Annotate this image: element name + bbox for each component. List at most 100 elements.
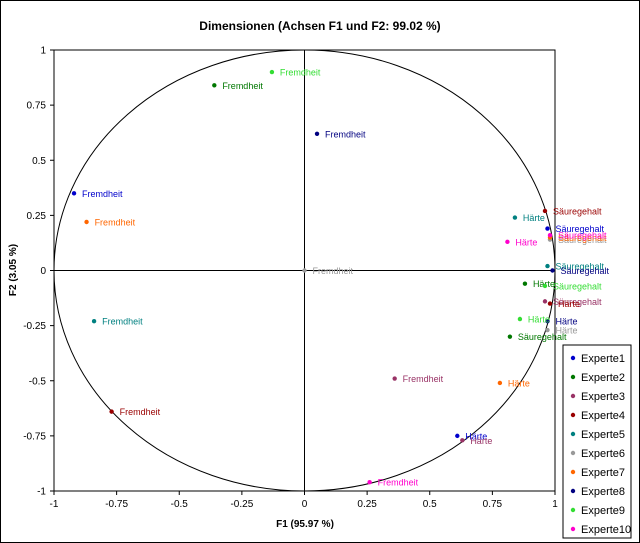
data-point (550, 268, 555, 273)
legend-entry: Experte9 (581, 505, 625, 517)
plot-area: -1 -0.75 -0.5 -0.25 0 0.25 0.5 0.75 1 -1 -0.75 -0.5… (23, 46, 609, 511)
data-point (505, 239, 510, 245)
y-tick-label: -1 (37, 487, 46, 498)
data-point (547, 233, 553, 238)
legend-entry: Experte8 (581, 486, 625, 498)
data-point (212, 83, 217, 88)
data-point (522, 281, 528, 286)
data-point-label: Fremdheit (378, 478, 419, 488)
data-point-label: Härte (470, 436, 492, 446)
legend-marker (570, 393, 576, 399)
data-point-label: Säuregehalt (553, 281, 602, 291)
data-point (542, 299, 548, 304)
data-point (91, 319, 97, 324)
data-point (497, 380, 503, 386)
x-tick-label: 1 (552, 499, 558, 510)
y-axis-title: F2 (3.05 %) (8, 244, 19, 296)
data-point-label: Fremdheit (325, 129, 366, 139)
x-tick-label: -0.5 (171, 499, 189, 510)
data-point-label: Fremdheit (95, 217, 136, 227)
y-tick-label: -0.5 (29, 376, 47, 387)
legend-marker (570, 507, 576, 513)
data-point (545, 263, 550, 269)
data-point-label: Härte (555, 326, 577, 336)
legend-entry: Experte7 (581, 467, 625, 479)
x-tick-label: -0.75 (105, 499, 128, 510)
legend-entry: Experte4 (581, 410, 625, 422)
data-point-label: Säuregehalt (558, 233, 607, 243)
legend-entry: Experte6 (581, 448, 625, 460)
data-point (71, 191, 77, 196)
data-point-label: Fremdheit (120, 407, 161, 417)
x-tick-label: -0.25 (230, 499, 253, 510)
legend: Experte1 Experte2 Experte3 Experte4 Experte5… (562, 344, 632, 539)
data-point-label: Härte (465, 431, 487, 441)
data-point (367, 479, 372, 485)
data-point-label: Fremdheit (280, 68, 321, 78)
x-tick-label: 0.75 (483, 499, 503, 510)
legend-marker (570, 469, 576, 475)
data-point-label: Säuregehalt (553, 297, 602, 307)
x-axis-title: F1 (95.97 %) (276, 519, 334, 530)
x-tick-label: 0.5 (423, 499, 437, 510)
data-point-label: Säuregehalt (553, 206, 602, 216)
data-point-label: Härte (508, 378, 530, 388)
y-tick-label: 0.5 (32, 156, 46, 167)
data-point (545, 226, 550, 231)
y-tick-label: 1 (40, 46, 46, 57)
data-point-label: Säuregehalt (558, 235, 607, 245)
data-point-label: Säuregehalt (518, 332, 567, 342)
y-tick-label: 0.75 (27, 101, 47, 112)
data-point (542, 283, 548, 289)
legend-marker (570, 450, 576, 456)
y-tick-label: -0.75 (23, 431, 46, 442)
data-point (512, 215, 518, 220)
data-point (302, 268, 307, 273)
data-point-label: Fremdheit (102, 317, 143, 327)
data-point-label: Härte (528, 315, 550, 325)
data-point-label: Fremdheit (403, 374, 444, 384)
data-point (314, 131, 320, 136)
data-point (517, 316, 523, 322)
data-point-label: Fremdheit (313, 266, 354, 276)
legend-marker (570, 355, 576, 361)
data-point (542, 208, 548, 214)
x-tick-label: 0.25 (357, 499, 377, 510)
legend-marker (570, 526, 576, 532)
legend-entry: Experte2 (581, 372, 625, 384)
y-tick-label: 0 (40, 266, 46, 277)
data-point-label: Härte (558, 299, 580, 309)
data-point-label: Härte (515, 237, 537, 247)
data-point (460, 438, 465, 443)
legend-entry: Experte10 (581, 524, 631, 536)
data-point (545, 327, 550, 333)
x-tick-label: 0 (302, 499, 308, 510)
data-point-label: Säuregehalt (555, 224, 604, 234)
legend-marker (570, 431, 576, 437)
data-point-label: Fremdheit (222, 81, 263, 91)
y-tick-label: -0.25 (23, 321, 46, 332)
legend-marker (570, 412, 576, 418)
data-point-label: Fremdheit (82, 189, 123, 199)
legend-marker (570, 374, 576, 380)
data-point-label: Säuregehalt (555, 262, 604, 272)
data-point (269, 69, 275, 75)
legend-entry: Experte3 (581, 391, 625, 403)
data-point-label: Säuregehalt (558, 231, 607, 241)
data-point (545, 319, 550, 324)
data-point (547, 301, 553, 306)
data-point (84, 219, 89, 225)
legend-entry: Experte5 (581, 429, 625, 441)
data-point (507, 334, 513, 339)
data-point (392, 376, 397, 381)
data-point-label: Härte (555, 317, 577, 327)
data-point (109, 409, 114, 414)
legend-marker (570, 488, 576, 494)
legend-entry: Experte1 (581, 353, 625, 365)
data-point-label: Säuregehalt (560, 266, 609, 276)
data-point (455, 433, 460, 439)
x-tick-label: -1 (50, 499, 59, 510)
